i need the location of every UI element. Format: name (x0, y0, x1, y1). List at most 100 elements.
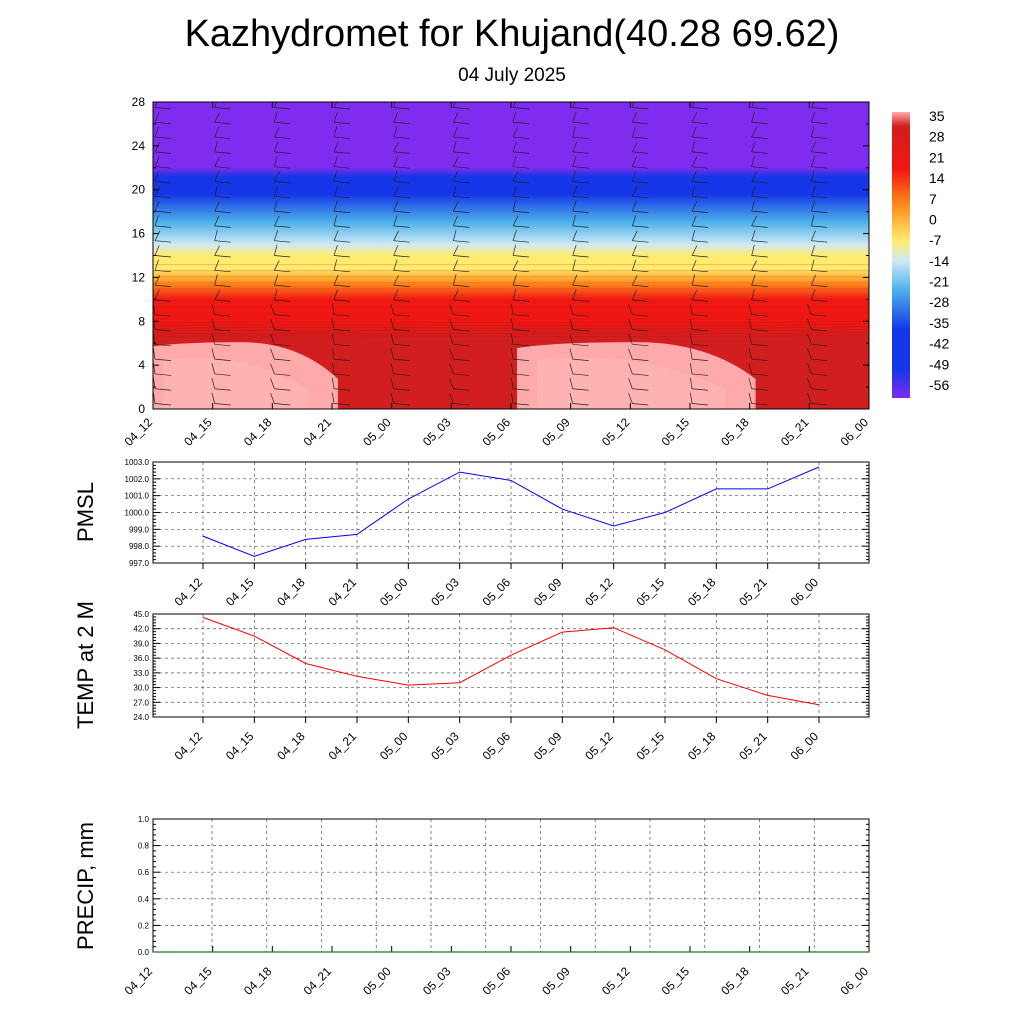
wind-barb (154, 141, 161, 153)
wind-barb (690, 377, 693, 389)
colorbar-label: -42 (929, 336, 949, 352)
wind-barb-flag (274, 299, 291, 302)
wind-barb (871, 142, 876, 152)
wind-barb-flag (871, 152, 887, 154)
wind-barb-flag (453, 136, 470, 139)
y-tick-label: 28 (132, 95, 146, 109)
wind-barb (512, 141, 517, 152)
wind-barb (871, 260, 874, 270)
y-tick-label: 0 (138, 402, 145, 416)
wind-barb (512, 230, 517, 241)
wind-barb (274, 127, 280, 138)
wind-barb (632, 200, 637, 212)
wind-barb (274, 260, 280, 271)
wind-barb (153, 392, 156, 404)
wind-barb-flag (154, 181, 172, 184)
wind-barb-flag (871, 285, 887, 287)
wind-barb (572, 126, 576, 138)
wind-barb-flag (214, 240, 231, 243)
wind-barb (748, 348, 753, 360)
wind-barb-flag (572, 181, 589, 184)
wind-barb (871, 231, 876, 241)
wind-barb-flag (572, 136, 589, 139)
x-tick-label: 05_18 (685, 575, 719, 609)
wind-barb (393, 111, 399, 123)
wind-barb-flag (333, 181, 351, 184)
wind-barb (811, 230, 816, 241)
wind-barb-flag (333, 358, 351, 361)
y-tick-label: 1.0 (138, 815, 150, 824)
wind-barb (569, 318, 574, 330)
contour-line (153, 326, 869, 329)
wind-barb-flag (512, 166, 530, 169)
wind-barb (691, 259, 697, 271)
x-tick-label: 06_00 (838, 964, 872, 998)
wind-barb-flag (333, 299, 351, 302)
wind-barb (512, 155, 517, 167)
wind-barb-flag (214, 314, 231, 317)
y-tick-label: 998.0 (129, 542, 150, 551)
x-tick-label: 05_18 (718, 964, 752, 998)
wind-barb-flag (393, 195, 410, 199)
wind-barb (748, 392, 753, 404)
wind-barb-flag (274, 121, 291, 125)
wind-barb (333, 126, 338, 138)
wind-barb (690, 392, 693, 404)
contour-line (153, 334, 869, 338)
wind-barb-flag (811, 195, 828, 199)
y-tick-label: 45.0 (133, 610, 149, 619)
wind-barb (211, 377, 216, 389)
wind-barb-flag (811, 166, 828, 169)
x-tick-label: 05_15 (659, 415, 693, 449)
x-tick-label: 05_21 (736, 729, 770, 763)
wind-barb-flag (214, 107, 231, 110)
wind-barb-flag (811, 314, 828, 317)
wind-barb-flag (691, 284, 709, 287)
wind-barb (390, 377, 395, 389)
wind-barb-flag (632, 107, 649, 110)
wind-barb (273, 155, 278, 167)
wind-barb (628, 378, 633, 389)
wind-barb-flag (154, 299, 172, 302)
wind-barb-flag (274, 329, 291, 332)
wind-barb-flag (572, 388, 589, 391)
wind-barb-flag (154, 121, 172, 125)
x-tick-label: 05_00 (360, 415, 394, 449)
wind-barb-flag (751, 358, 768, 361)
wind-barb (333, 215, 338, 226)
colorbar-label: -14 (929, 253, 949, 269)
wind-barb-flag (691, 299, 709, 302)
wind-barb (807, 333, 812, 345)
wind-barb-flag (632, 403, 649, 406)
wind-barb-flag (333, 269, 351, 273)
wind-barb-flag (333, 329, 351, 332)
wind-barb (453, 245, 459, 256)
wind-barb (512, 289, 517, 300)
wind-barb-flag (333, 403, 351, 406)
wind-barb-flag (811, 269, 828, 273)
wind-barb (691, 156, 698, 167)
y-tick-label: 39.0 (133, 639, 149, 648)
x-tick-label: 04_18 (274, 729, 308, 763)
precip-panel: 1.0 0.8 0.6 0.4 0.2 0.0 04_12 04_15 04_18 04_21 05… (73, 815, 871, 998)
wind-barb-flag (393, 151, 410, 154)
x-tick-label: 05_03 (420, 415, 454, 449)
wind-barb (452, 274, 457, 286)
wind-barb-flag (751, 225, 768, 228)
wind-barb-flag (632, 269, 649, 273)
colorbar-label: 0 (929, 211, 937, 227)
contour-line (153, 328, 869, 332)
wind-barb (333, 170, 338, 182)
wind-barb-flag (632, 314, 649, 317)
wind-barb (393, 230, 399, 241)
wind-barb-flag (811, 210, 828, 213)
wind-barb (154, 170, 159, 182)
wind-barb (390, 303, 395, 315)
wind-barb-flag (512, 403, 530, 406)
wind-barb-flag (214, 299, 231, 302)
wind-barb-flag (572, 314, 589, 317)
wind-barb-flag (871, 226, 887, 228)
wind-barb-flag (274, 136, 291, 139)
wind-barb-flag (751, 388, 768, 391)
wind-barb-flag (333, 225, 351, 228)
